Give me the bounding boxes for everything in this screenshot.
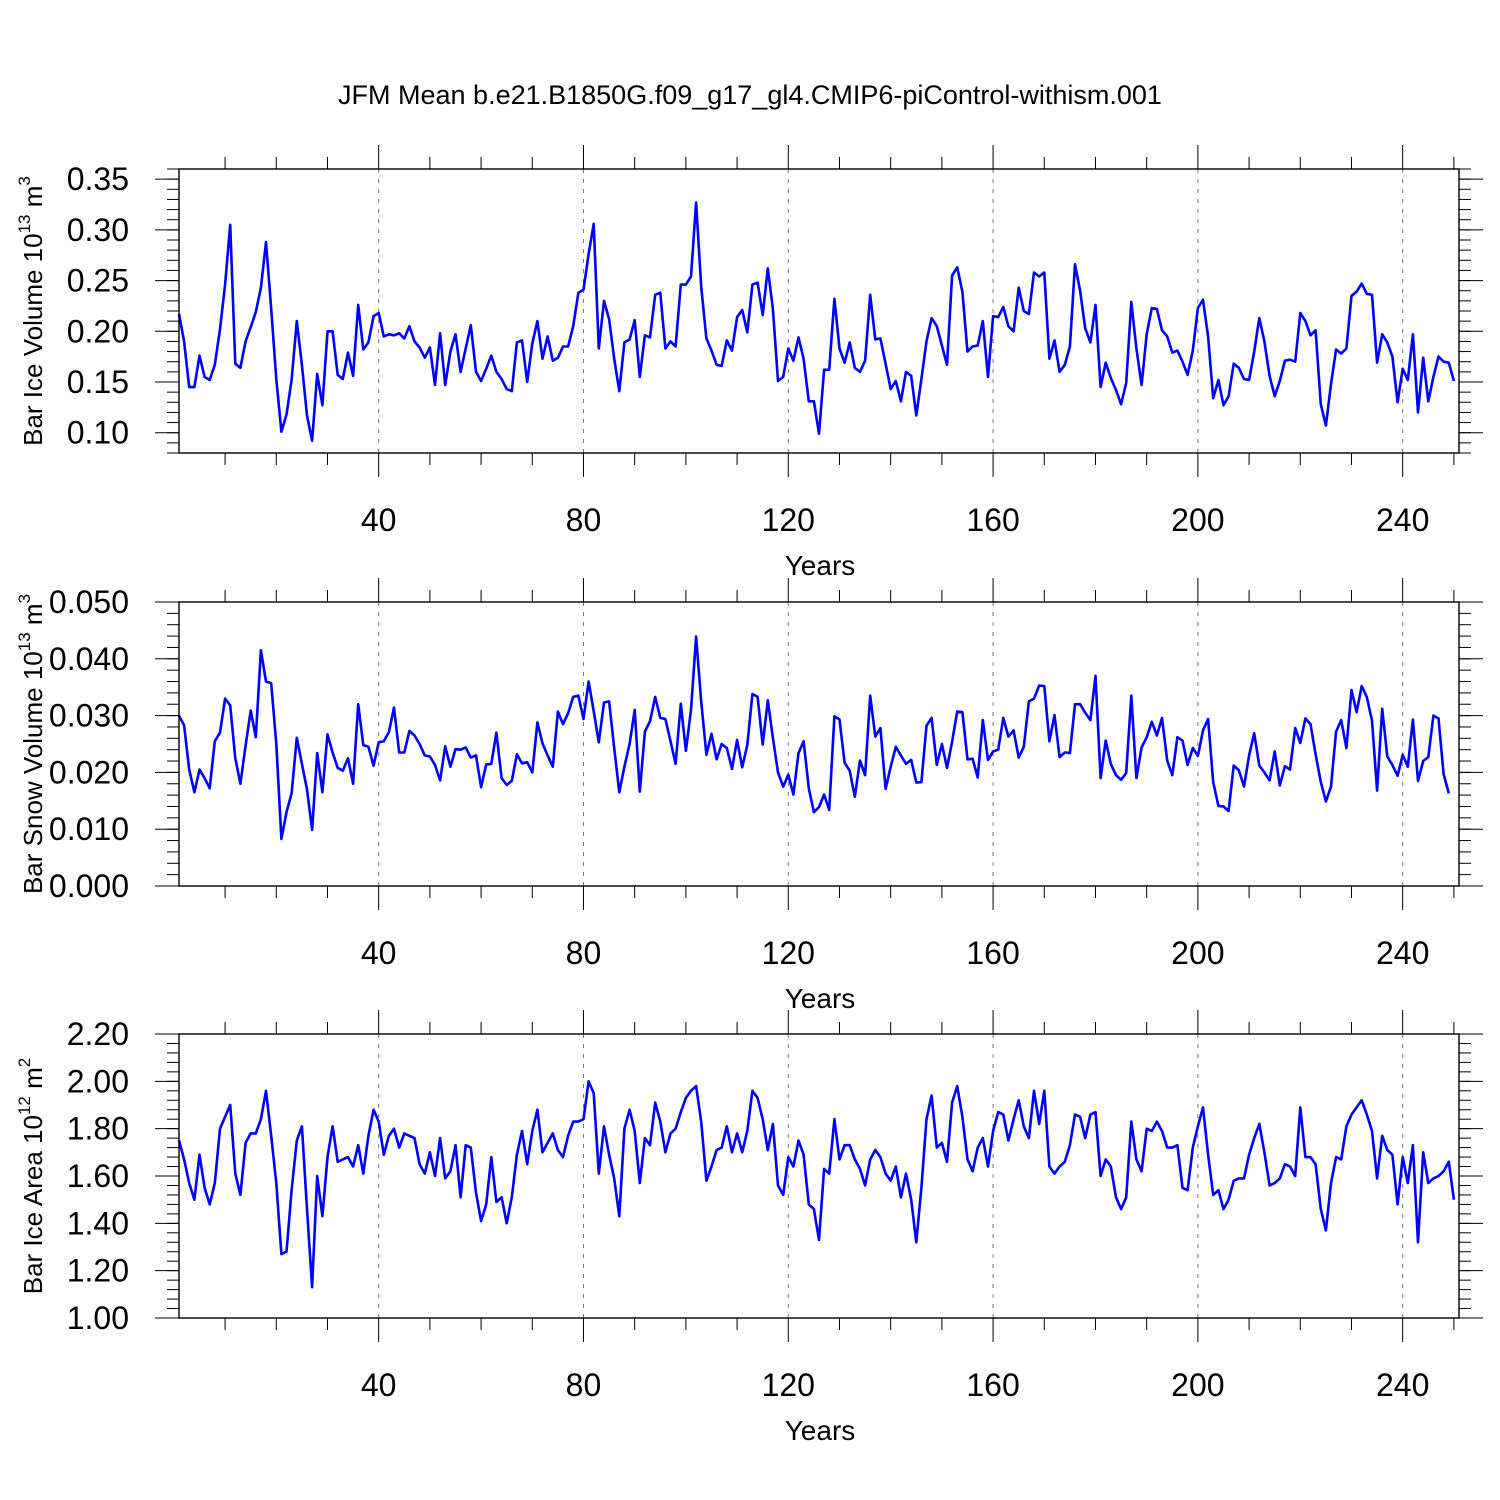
y-axis-label-exponent: 13: [15, 632, 34, 651]
y-tick-label: 1.00: [67, 1300, 129, 1336]
panel-snow-volume: 40 80 120 160 200 240 0.000 0.010 0.020 0.030 0.04…: [15, 578, 1483, 1014]
x-tick-label: 80: [566, 935, 602, 971]
y-tick-label: 2.20: [67, 1016, 129, 1052]
y-axis-label-text: Bar Snow Volume 10: [18, 651, 48, 894]
y-axis-label-unit-exponent: 2: [15, 1058, 34, 1067]
y-tick-label: 0.000: [49, 868, 129, 904]
y-axis-label-text: Bar Ice Volume 10: [18, 233, 48, 445]
x-tick-label: 200: [1171, 502, 1224, 538]
y-axis-label-unit-exponent: 3: [15, 176, 34, 185]
y-tick-label: 0.020: [49, 754, 129, 790]
x-tick-label: 120: [762, 1367, 815, 1403]
x-axis-label: Years: [785, 983, 856, 1014]
y-tick-label: 0.35: [67, 161, 129, 197]
y-tick-label: 0.10: [67, 415, 129, 451]
x-tick-label: 120: [762, 935, 815, 971]
plot-frame: [178, 601, 1460, 887]
x-tick-label: 40: [361, 935, 397, 971]
y-tick-label: 0.050: [49, 584, 129, 620]
series-line: [177, 201, 1456, 443]
y-axis-label: Bar Snow Volume 1013 m3: [15, 594, 48, 894]
y-tick-label: 0.030: [49, 698, 129, 734]
panel-ice-area: 40 80 120 160 200 240 1.00 1.20 1.40 1.60 1.80 2.00…: [15, 1010, 1483, 1446]
y-axis-label-unit: m: [18, 1067, 48, 1096]
x-tick-label: 240: [1376, 502, 1429, 538]
y-axis-label-unit: m: [18, 603, 48, 632]
x-tick-label: 80: [566, 502, 602, 538]
x-axis-label: Years: [785, 1415, 856, 1446]
plot-frame: [178, 1033, 1460, 1319]
x-tick-label: 120: [762, 502, 815, 538]
series-line: [177, 635, 1451, 841]
y-axis-label-exponent: 13: [15, 214, 34, 233]
y-tick-label: 0.30: [67, 212, 129, 248]
y-tick-label: 0.25: [67, 263, 129, 299]
y-tick-label: 1.20: [67, 1253, 129, 1289]
y-axis-label-text: Bar Ice Area 10: [18, 1115, 48, 1294]
y-tick-label: 0.010: [49, 811, 129, 847]
y-tick-label: 1.60: [67, 1158, 129, 1194]
y-axis-label-exponent: 12: [15, 1096, 34, 1115]
y-tick-label: 1.40: [67, 1205, 129, 1241]
y-tick-label: 0.15: [67, 364, 129, 400]
x-tick-label: 240: [1376, 1367, 1429, 1403]
x-tick-label: 240: [1376, 935, 1429, 971]
series-line: [177, 1080, 1456, 1289]
panel-ice-volume: 40 80 120 160 200 240 0.10 0.15 0.20 0.25 0.30 0.35…: [15, 145, 1483, 581]
x-tick-label: 160: [966, 1367, 1019, 1403]
y-axis-label-unit: m: [18, 186, 48, 215]
y-tick-label: 0.20: [67, 313, 129, 349]
x-tick-label: 160: [966, 502, 1019, 538]
y-tick-label: 2.00: [67, 1063, 129, 1099]
plot-frame: [178, 168, 1460, 454]
x-tick-label: 40: [361, 502, 397, 538]
chart-title: JFM Mean b.e21.B1850G.f09_g17_gl4.CMIP6-…: [338, 80, 1162, 110]
y-axis-label: Bar Ice Area 1012 m2: [15, 1058, 48, 1295]
x-tick-label: 200: [1171, 935, 1224, 971]
x-tick-label: 40: [361, 1367, 397, 1403]
x-tick-label: 160: [966, 935, 1019, 971]
x-tick-label: 200: [1171, 1367, 1224, 1403]
y-tick-label: 1.80: [67, 1111, 129, 1147]
x-axis-label: Years: [785, 550, 856, 581]
y-tick-label: 0.040: [49, 641, 129, 677]
x-tick-label: 80: [566, 1367, 602, 1403]
y-axis-label-unit-exponent: 3: [15, 594, 34, 603]
y-axis-label: Bar Ice Volume 1013 m3: [15, 176, 48, 446]
